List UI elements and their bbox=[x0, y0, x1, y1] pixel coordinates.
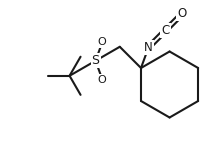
Text: O: O bbox=[97, 75, 106, 85]
Text: O: O bbox=[97, 37, 106, 47]
Text: O: O bbox=[177, 7, 187, 20]
Text: C: C bbox=[161, 24, 170, 37]
Text: N: N bbox=[144, 41, 153, 54]
Text: S: S bbox=[92, 54, 100, 67]
